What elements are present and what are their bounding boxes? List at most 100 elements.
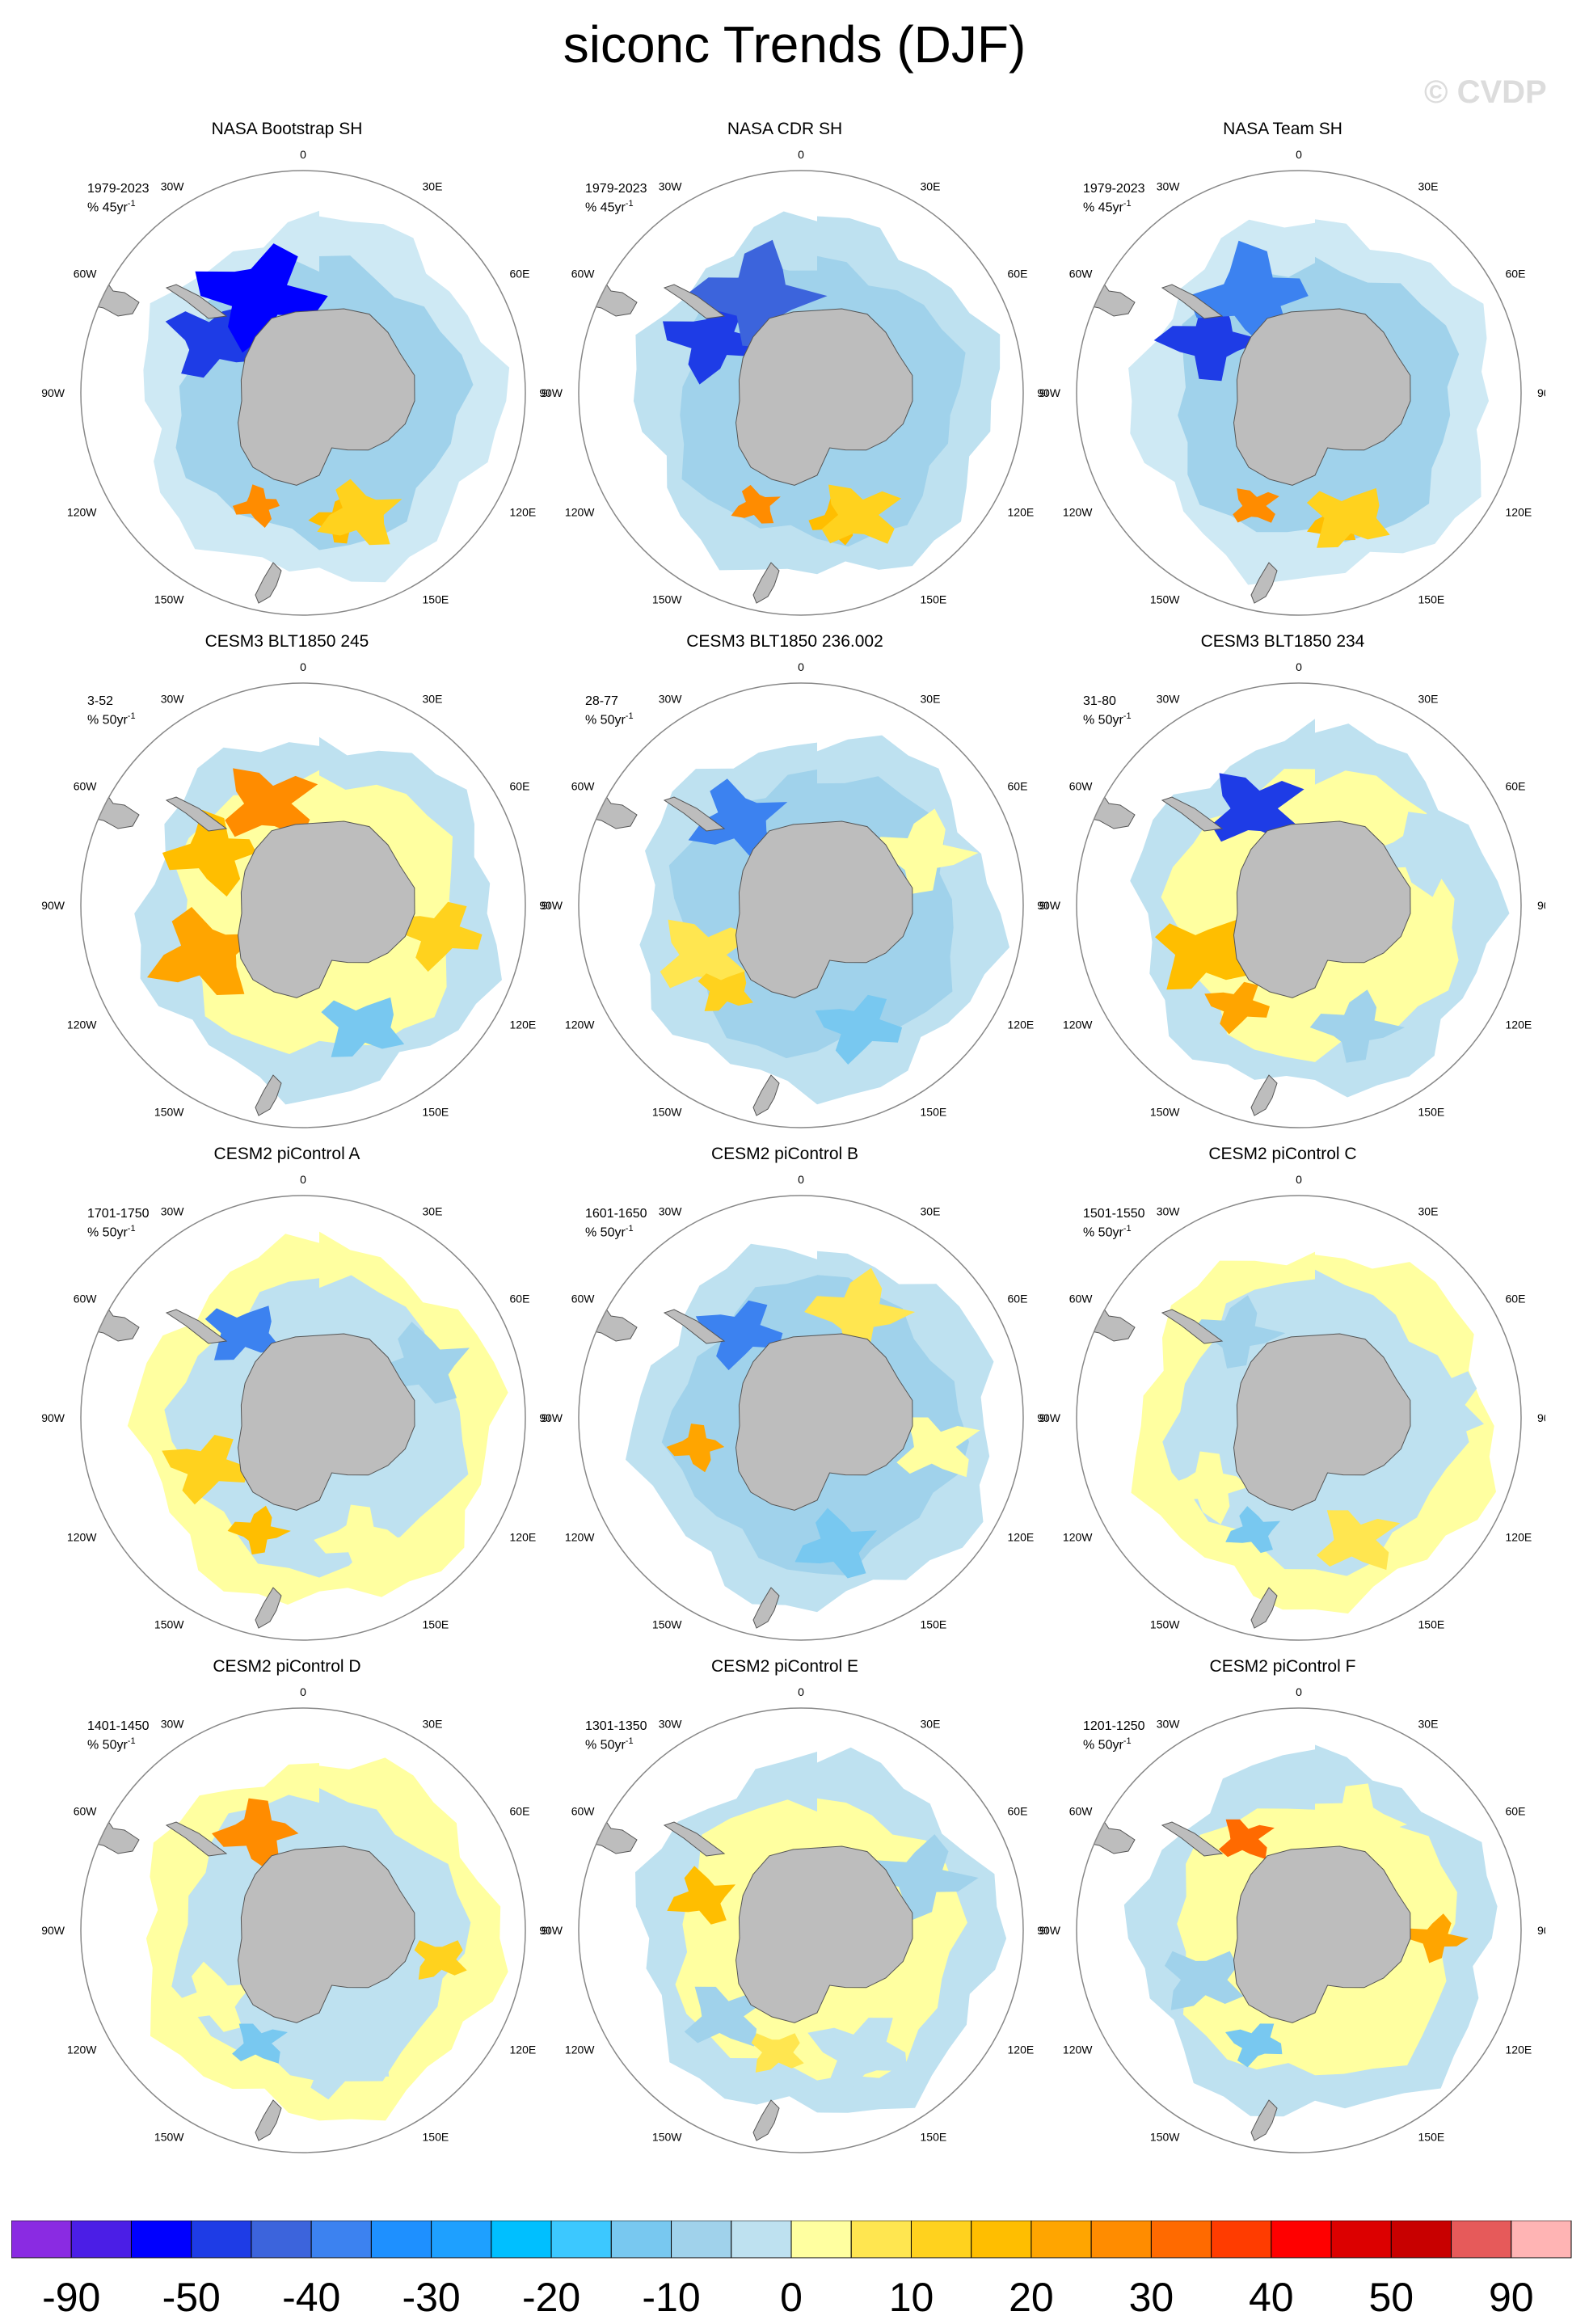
units-text: % 45yr	[87, 200, 128, 215]
trend-anomaly	[1163, 1451, 1250, 1525]
trend-anomaly	[867, 808, 979, 895]
longitude-label: 0	[300, 148, 306, 161]
map-boundary	[578, 170, 1024, 616]
trend-anomaly	[794, 1508, 878, 1579]
longitude-label: 180	[293, 2162, 313, 2165]
antarctica-landmass	[1233, 308, 1411, 486]
trend-anomaly	[162, 809, 257, 897]
polar-map: 0 30E 60E 90E 120E 150E 180 150W 120W 90W 60W 30W	[41, 1685, 550, 2165]
colorbar-swatch	[1451, 2221, 1512, 2259]
colorbar-swatch	[1511, 2221, 1572, 2259]
units-label: % 50yr-1	[1083, 709, 1132, 728]
trend-anomaly	[1233, 488, 1279, 523]
panel-title: NASA Team SH	[1223, 120, 1342, 138]
longitude-label: 120E	[1008, 1019, 1035, 1031]
antarctica-landmass	[735, 1333, 913, 1511]
longitude-label: 120W	[1063, 506, 1093, 519]
longitude-label: 30W	[161, 180, 185, 193]
longitude-label: 150E	[1418, 2131, 1445, 2144]
map-panel: CESM3 BLT1850 234 0 30E 60E 90E 120E 150E 180 15…	[1020, 632, 1545, 1143]
longitude-label: 60W	[1069, 1805, 1094, 1818]
period-label: 1501-1550% 50yr-1	[1083, 1206, 1145, 1240]
panel-title: NASA CDR SH	[727, 120, 843, 138]
units-exponent: -1	[1123, 199, 1132, 209]
map-panel: CESM2 piControl D 0 30E 60E 90E 120E 150E 180 15…	[24, 1657, 550, 2168]
trend-anomaly	[394, 901, 483, 972]
longitude-label: 150E	[1418, 1618, 1445, 1631]
longitude-label: 180	[1289, 2162, 1309, 2165]
trend-anomaly	[815, 994, 903, 1065]
trend-anomaly	[147, 907, 261, 995]
panel-title: CESM3 BLT1850 245	[204, 632, 369, 651]
map-boundary	[80, 682, 526, 1128]
polar-map: 0 30E 60E 90E 120E 150E 180 150W 120W 90W 60W 30W	[539, 1685, 1047, 2165]
longitude-label: 90W	[1037, 386, 1061, 399]
trend-anomaly	[1191, 1295, 1286, 1369]
longitude-label: 120E	[1506, 1531, 1532, 1544]
longitude-label: 60W	[74, 780, 98, 793]
polar-map: 0 30E 60E 90E 120E 150E 180 150W 120W 90W 60W 30W	[539, 1173, 1047, 1652]
longitude-label: 90W	[41, 386, 65, 399]
units-text: % 50yr	[585, 1738, 626, 1752]
map-boundary	[578, 682, 1024, 1128]
colorbar: -90 -50 -40 -30 -20 -10 0 10 20 30 40 50 90	[11, 2221, 1572, 2320]
longitude-label: 180	[791, 1137, 811, 1140]
trend-anomaly	[1225, 2023, 1283, 2068]
longitude-label: 180	[791, 1650, 811, 1652]
longitude-label: 120W	[67, 1019, 97, 1031]
period-range: 1979-2023	[585, 182, 647, 196]
longitude-label: 0	[798, 660, 804, 673]
longitude-label: 60W	[1069, 780, 1094, 793]
units-label: % 50yr-1	[585, 709, 634, 728]
units-exponent: -1	[127, 1736, 136, 1746]
map-panel: CESM2 piControl B 0 30E 60E 90E 120E 150E 180 15…	[522, 1145, 1047, 1655]
period-range: 3-52	[87, 694, 114, 708]
colorbar-swatch	[1150, 2221, 1212, 2259]
trend-anomaly	[1406, 1913, 1469, 1963]
longitude-label: 60W	[571, 1805, 596, 1818]
panel-title: CESM3 BLT1850 234	[1200, 632, 1365, 651]
units-exponent: -1	[625, 711, 634, 721]
units-label: % 50yr-1	[585, 1734, 647, 1752]
longitude-label: 0	[1296, 148, 1302, 161]
longitude-label: 120E	[1506, 2044, 1532, 2056]
units-text: % 50yr	[585, 713, 626, 728]
trend-anomaly	[1204, 981, 1270, 1035]
longitude-label: 30W	[1157, 1205, 1181, 1218]
antarctica-landmass	[237, 820, 415, 998]
period-label: 1979-2023% 45yr-1	[585, 181, 647, 215]
longitude-label: 90E	[542, 899, 550, 912]
period-label: 1979-2023% 45yr-1	[1083, 181, 1145, 215]
longitude-label: 180	[293, 1650, 313, 1652]
antarctic-peninsula	[165, 796, 228, 832]
new-zealand-landmass	[255, 562, 282, 604]
period-label: 1979-2023% 45yr-1	[87, 181, 150, 215]
map-boundary	[80, 1195, 526, 1641]
longitude-label: 150W	[154, 1106, 184, 1119]
period-label: 1601-1650% 50yr-1	[585, 1206, 647, 1240]
map-boundary	[80, 170, 526, 616]
trend-anomaly	[289, 2022, 390, 2100]
longitude-label: 30E	[423, 1205, 443, 1218]
antarctic-peninsula	[1161, 284, 1224, 319]
panel-title: CESM2 piControl D	[213, 1657, 361, 1676]
colorbar-tick-label: -10	[642, 2275, 700, 2320]
longitude-label: 30W	[1157, 693, 1181, 706]
polar-map: 0 30E 60E 90E 120E 150E 180 150W 120W 90W 60W 30W	[1037, 148, 1545, 627]
colorbar-tick-label: 20	[1009, 2275, 1054, 2320]
trend-anomaly	[414, 1940, 467, 1980]
antarctica-landmass	[735, 820, 913, 998]
units-label: % 50yr-1	[585, 1221, 647, 1240]
map-boundary	[578, 1707, 1024, 2153]
trend-anomaly	[1300, 1783, 1407, 1868]
period-range: 1401-1450	[87, 1719, 150, 1733]
longitude-label: 120W	[1063, 2044, 1093, 2056]
longitude-label: 60W	[571, 268, 596, 280]
longitude-label: 150E	[423, 593, 449, 606]
trend-anomaly	[663, 299, 766, 385]
map-panel: CESM3 BLT1850 245 0 30E 60E 90E 120E 150E 180 15…	[24, 632, 550, 1143]
period-label: 28-77% 50yr-1	[585, 694, 634, 728]
longitude-label: 180	[1289, 1650, 1309, 1652]
longitude-label: 60E	[510, 780, 530, 793]
panel-title: CESM2 piControl C	[1208, 1145, 1357, 1163]
